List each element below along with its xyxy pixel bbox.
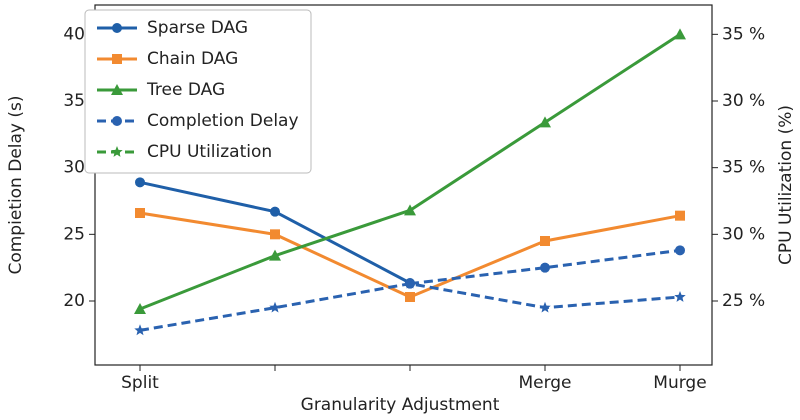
legend-label: Sparse DAG <box>147 18 248 38</box>
marker <box>134 303 146 314</box>
y-tick-label: 40 <box>63 24 85 44</box>
marker <box>270 206 280 217</box>
marker <box>269 249 281 261</box>
legend-label: Tree DAG <box>146 80 225 100</box>
legend: Sparse DAG Chain DAG Tree DAG Completion De… <box>84 9 312 174</box>
series-line <box>139 282 681 332</box>
x-tick-label: Split <box>121 373 159 393</box>
marker <box>270 229 280 240</box>
y-tick-label: 20 <box>63 291 85 311</box>
legend-label: CPU Utilization <box>147 142 272 162</box>
y2-axis-label: CPU Utilization (%) <box>776 105 796 265</box>
x-tick-label: Merge <box>518 373 571 393</box>
marker <box>111 146 123 157</box>
marker <box>135 208 145 218</box>
series-line <box>409 248 681 286</box>
marker <box>112 54 122 64</box>
marker <box>135 177 145 188</box>
x-axis-label: Granularity Adjustment <box>301 395 500 415</box>
x-tick-label: Murge <box>653 373 706 393</box>
y2-tick-label: 35 % <box>722 158 765 178</box>
marker <box>539 116 551 128</box>
marker <box>674 291 686 302</box>
y-tick-label: 35 <box>63 91 85 111</box>
marker <box>405 292 415 302</box>
y-tick-label: 30 <box>63 158 85 178</box>
y2-tick-label: 25 % <box>722 291 765 311</box>
y2-tick-label: 30 % <box>722 91 765 111</box>
marker <box>112 23 122 33</box>
marker <box>539 301 551 313</box>
plot-frame <box>94 4 713 366</box>
marker <box>540 236 550 246</box>
legend-box <box>84 9 312 174</box>
marker <box>540 262 550 273</box>
marker <box>675 210 685 221</box>
marker <box>404 204 416 216</box>
y-tick-label: 25 <box>63 224 85 244</box>
marker <box>269 301 281 313</box>
y2-tick-label: 30 % <box>722 224 765 244</box>
y2-tick-label: 35 % <box>722 24 765 44</box>
marker <box>404 277 416 289</box>
y-axis-label: Compietion Delay (s) <box>6 95 26 274</box>
legend-label: Completion Delay <box>147 111 299 131</box>
marker <box>134 324 146 336</box>
marker <box>112 116 122 126</box>
legend-label: Chain DAG <box>147 49 238 69</box>
marker <box>674 28 686 40</box>
marker <box>675 245 685 256</box>
marker <box>111 84 123 95</box>
